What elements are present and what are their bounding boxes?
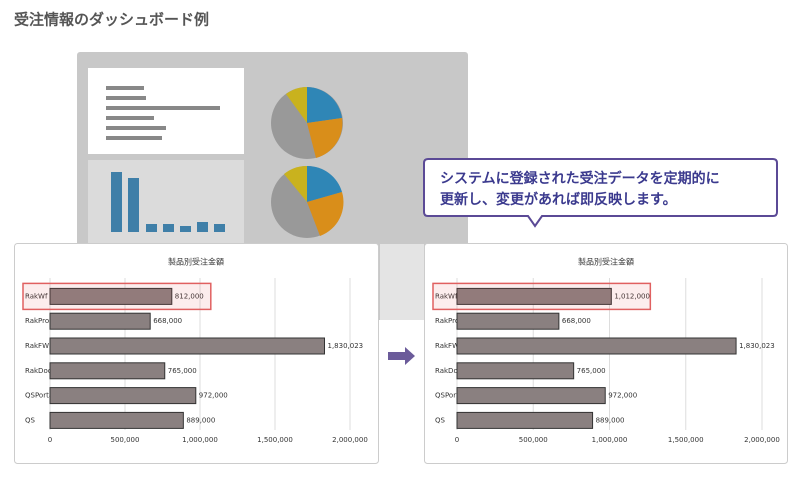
- bar: [456, 337, 737, 355]
- value-label: 668,000: [153, 317, 182, 325]
- callout-text: 更新し、変更があれば即反映します。: [440, 191, 677, 208]
- x-tick-label: 500,000: [111, 436, 140, 444]
- value-label: 972,000: [199, 392, 228, 400]
- x-tick-label: 500,000: [519, 436, 548, 444]
- value-label: 1,830,023: [739, 342, 775, 350]
- y-tick-label: RakProc: [25, 317, 53, 325]
- page-title: 受注情報のダッシュボード例: [14, 11, 209, 29]
- y-tick-label: QS: [25, 416, 36, 424]
- x-tick-label: 0: [48, 436, 52, 444]
- x-tick-label: 1,500,000: [668, 436, 704, 444]
- y-tick-label: RakProc: [435, 317, 463, 325]
- value-label: 765,000: [168, 367, 197, 375]
- value-label: 1,012,000: [614, 292, 650, 300]
- y-tick-label: RakWf: [435, 292, 458, 300]
- value-label: 1,830,023: [328, 342, 364, 350]
- bar: [456, 312, 560, 330]
- x-tick-label: 1,000,000: [592, 436, 628, 444]
- x-tick-label: 1,000,000: [182, 436, 218, 444]
- y-tick-label: RakDoc: [25, 367, 52, 375]
- bar: [49, 362, 166, 380]
- value-label: 812,000: [175, 292, 204, 300]
- y-tick-label: RakFW: [435, 342, 459, 350]
- callout-box: [423, 158, 778, 228]
- y-tick-label: QSPortal: [25, 392, 55, 400]
- value-label: 889,000: [596, 416, 625, 424]
- bar: [456, 387, 606, 405]
- bar: [456, 411, 594, 429]
- value-label: 668,000: [562, 317, 591, 325]
- x-tick-label: 1,500,000: [257, 436, 293, 444]
- y-tick-label: RakWf: [25, 292, 48, 300]
- y-tick-label: RakFW: [25, 342, 49, 350]
- y-tick-label: QSPortal: [435, 392, 465, 400]
- bar: [49, 287, 173, 305]
- value-label: 889,000: [186, 416, 215, 424]
- bar: [49, 312, 151, 330]
- value-label: 765,000: [577, 367, 606, 375]
- bar: [49, 411, 184, 429]
- bar: [456, 287, 612, 305]
- bar: [49, 337, 326, 355]
- x-tick-label: 2,000,000: [332, 436, 368, 444]
- highlight-box: [22, 282, 212, 311]
- value-label: 972,000: [608, 392, 637, 400]
- arrow: [388, 347, 415, 365]
- y-tick-label: QS: [435, 416, 446, 424]
- y-tick-label: RakDoc: [435, 367, 462, 375]
- x-tick-label: 2,000,000: [744, 436, 780, 444]
- highlight-box: [432, 282, 652, 311]
- bar: [456, 362, 575, 380]
- x-tick-label: 0: [455, 436, 459, 444]
- chart-title: 製品別受注金額: [168, 257, 224, 267]
- bar: [49, 387, 197, 405]
- callout-text: システムに登録された受注データを定期的に: [440, 170, 720, 187]
- chart-title: 製品別受注金額: [578, 257, 634, 267]
